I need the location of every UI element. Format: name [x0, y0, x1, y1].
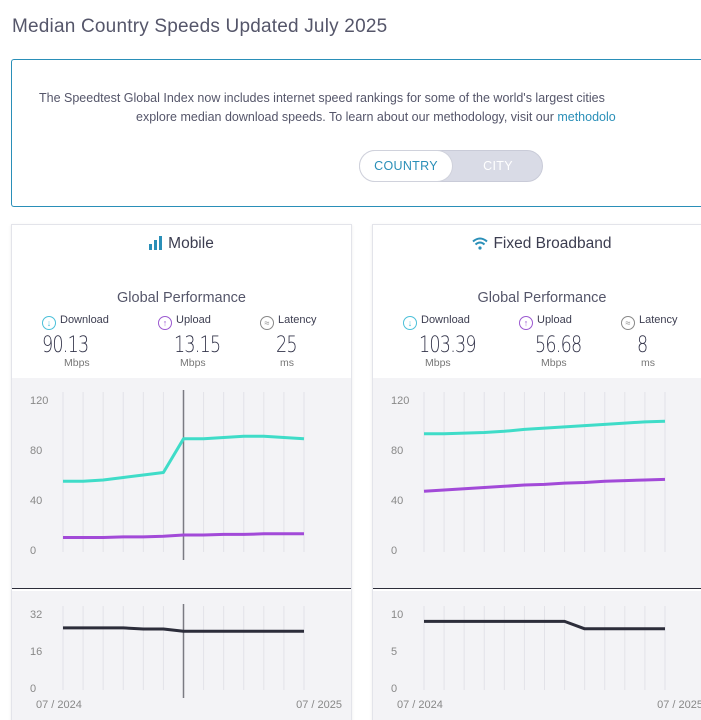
mobile-upload-label: Upload — [176, 314, 211, 326]
fixed-latency-value: 8 — [637, 333, 648, 358]
y-tick-label: 0 — [391, 545, 397, 557]
fixed-heading-label: Fixed Broadband — [493, 235, 612, 252]
y-tick-label: 10 — [391, 609, 403, 621]
fixed-latency-label: Latency — [639, 314, 678, 326]
fixed-latency-chart[interactable]: 0 5 10 07 / 2024 07 / 2025 — [373, 591, 701, 720]
mobile-download-value: 90.13 — [42, 333, 89, 358]
y-tick-label: 0 — [30, 545, 36, 557]
upload-line — [423, 477, 666, 493]
y-tick-label: 40 — [391, 495, 403, 507]
fixed-download-unit: Mbps — [425, 357, 451, 369]
fixed-broadband-card: Fixed Broadband Global Performance ↓ Down… — [372, 224, 701, 720]
x-tick-label: 07 / 2025 — [657, 699, 701, 711]
y-tick-label: 40 — [30, 495, 42, 507]
y-tick-label: 16 — [30, 646, 42, 658]
fixed-speed-chart[interactable]: 0 40 80 120 — [373, 378, 701, 589]
y-tick-label: 80 — [391, 445, 403, 457]
mobile-global-performance-title: Global Performance — [117, 290, 246, 306]
fixed-upload-unit: Mbps — [541, 357, 567, 369]
fixed-upload-label: Upload — [537, 314, 572, 326]
fixed-upload-metric: ↑ Upload 56.68 Mbps — [519, 314, 609, 369]
upload-icon: ↑ — [519, 316, 533, 330]
toggle-country-option[interactable]: COUNTRY — [360, 151, 452, 181]
info-line-2: explore median download speeds. To learn… — [136, 108, 616, 127]
x-tick-label: 07 / 2025 — [296, 699, 342, 711]
country-city-toggle[interactable]: COUNTRY CITY — [359, 150, 543, 182]
mobile-latency-value: 25 — [276, 333, 298, 358]
upload-icon: ↑ — [158, 316, 172, 330]
mobile-download-unit: Mbps — [64, 357, 90, 369]
mobile-download-label: Download — [60, 314, 109, 326]
fixed-latency-unit: ms — [641, 357, 655, 369]
fixed-download-metric: ↓ Download 103.39 Mbps — [403, 314, 493, 369]
fixed-latency-metric: ≈ Latency 8 ms — [621, 314, 701, 369]
latency-line — [424, 619, 665, 631]
latency-line — [63, 626, 304, 633]
y-tick-label: 32 — [30, 609, 42, 621]
download-icon: ↓ — [403, 316, 417, 330]
y-tick-label: 120 — [391, 395, 409, 407]
info-line-2-text: explore median download speeds. To learn… — [136, 110, 558, 124]
mobile-upload-unit: Mbps — [180, 357, 206, 369]
mobile-latency-metric: ≈ Latency 25 ms — [260, 314, 350, 369]
page-title: Median Country Speeds Updated July 2025 — [12, 16, 388, 37]
wifi-icon — [472, 237, 489, 250]
y-tick-label: 80 — [30, 445, 42, 457]
fixed-upload-value: 56.68 — [535, 333, 582, 358]
upload-line — [63, 532, 304, 539]
download-line — [63, 434, 305, 483]
methodology-link[interactable]: methodolo — [557, 110, 616, 124]
mobile-card: Mobile Global Performance ↓ Download 90.1… — [11, 224, 352, 720]
y-tick-label: 5 — [391, 646, 397, 658]
info-banner: The Speedtest Global Index now includes … — [11, 59, 701, 207]
signal-bars-icon — [149, 236, 163, 250]
toggle-city-option[interactable]: CITY — [483, 159, 513, 173]
download-line — [424, 419, 666, 436]
mobile-latency-label: Latency — [278, 314, 317, 326]
x-tick-label: 07 / 2024 — [36, 699, 82, 711]
y-tick-label: 0 — [30, 683, 36, 695]
mobile-latency-chart[interactable]: 0 16 32 07 / 2024 07 / 2025 — [12, 591, 351, 720]
mobile-upload-metric: ↑ Upload 13.15 Mbps — [158, 314, 248, 369]
mobile-speed-chart[interactable]: 0 40 80 120 — [12, 378, 351, 589]
download-icon: ↓ — [42, 316, 56, 330]
mobile-latency-unit: ms — [280, 357, 294, 369]
fixed-download-label: Download — [421, 314, 470, 326]
fixed-download-value: 103.39 — [419, 333, 477, 358]
fixed-heading: Fixed Broadband — [373, 235, 701, 253]
y-tick-label: 120 — [30, 395, 48, 407]
latency-icon: ≈ — [260, 316, 274, 330]
mobile-upload-value: 13.15 — [174, 333, 221, 358]
latency-icon: ≈ — [621, 316, 635, 330]
fixed-global-performance-title: Global Performance — [477, 290, 607, 306]
mobile-download-metric: ↓ Download 90.13 Mbps — [42, 314, 132, 369]
mobile-heading-label: Mobile — [168, 235, 214, 252]
x-tick-label: 07 / 2024 — [397, 699, 443, 711]
y-tick-label: 0 — [391, 683, 397, 695]
mobile-heading: Mobile — [12, 235, 351, 253]
info-line-1: The Speedtest Global Index now includes … — [39, 91, 605, 105]
